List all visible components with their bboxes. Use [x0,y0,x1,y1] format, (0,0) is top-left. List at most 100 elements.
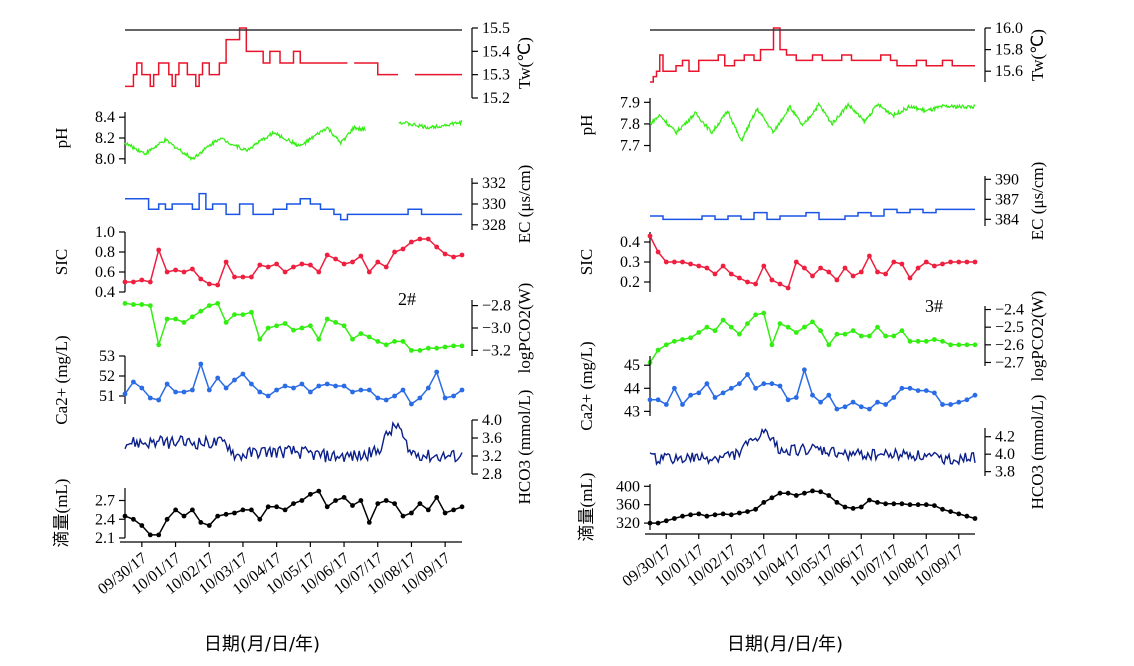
point-ca [147,395,153,401]
point-drip [375,501,381,506]
point-sic [940,261,945,267]
point-drip [793,493,799,498]
point-drip [915,502,921,508]
y-axis-title-ca: Ca2+ (mg/L) [52,335,71,424]
point-pco2 [451,343,456,349]
point-pco2 [842,331,848,337]
point-pco2 [249,309,254,315]
point-drip [265,504,271,510]
point-sic [850,273,856,279]
point-sic [867,253,872,259]
point-drip [663,518,669,524]
point-ca [417,395,423,401]
point-ca [316,383,322,389]
point-ca [964,397,970,403]
y-axis-title-ca: Ca2+ (mg/L) [577,341,596,430]
point-ca [680,402,685,407]
point-pco2 [147,303,153,308]
y-tick-label-hco3: 4.0 [995,446,1015,463]
y-tick-label-hco3: 2.8 [482,466,502,483]
point-ca [392,393,397,399]
point-sic [802,265,807,271]
point-drip [299,498,305,503]
point-sic [282,269,288,275]
y-tick-label-ca: 43 [624,403,640,420]
y-tick-label-ph: 7.7 [620,138,640,155]
point-ca [875,399,880,405]
point-ca [131,379,136,385]
point-sic [198,276,204,282]
y-axis-title-tw: Tw(℃) [1028,29,1047,81]
point-drip [358,498,364,503]
point-sic [131,279,136,285]
y-tick-label-ec: 387 [995,191,1019,208]
track-ec: 332 330 328 EC (μs/cm) [125,165,534,243]
point-pco2 [923,338,929,344]
track-tw: 15.5 15.4 15.3 15.2 Tw(℃) [125,20,534,107]
point-sic [696,263,702,269]
point-drip [761,500,767,505]
point-sic [122,279,128,285]
point-drip [777,490,783,496]
point-ca [223,385,229,391]
point-sic [875,269,880,275]
y-axis-title-hco3: HCO3 (mmol/L) [1028,395,1047,510]
y-tick-label-pco2: −2.6 [995,337,1024,354]
point-drip [392,501,397,506]
point-drip [948,509,953,514]
point-sic [257,262,263,268]
point-pco2 [223,320,229,325]
y-tick-label-sic: 1.0 [95,224,115,241]
track-ca: 53 52 51 Ca2+ (mg/L) [52,335,465,425]
point-pco2 [680,337,685,342]
point-drip [350,503,355,508]
y-axis-title-ec: EC (μs/cm) [1028,162,1047,241]
point-pco2 [425,345,431,351]
track-sic: 1.0 0.8 0.6 0.4 SIC [52,224,465,301]
point-sic [156,247,162,253]
point-ca [818,399,823,405]
point-drip [324,504,330,510]
point-pco2 [173,316,179,322]
point-ca [883,402,888,407]
point-ca [745,372,750,377]
y-tick-label-pco2: −2.8 [482,298,511,315]
point-sic [793,259,799,265]
point-ca [383,397,389,403]
point-drip [282,507,288,513]
point-ca [769,381,775,387]
point-ca [647,397,653,403]
y-tick-label-tw: 15.6 [995,63,1023,80]
y-tick-label-ec: 332 [482,175,506,192]
y-tick-label-pco2: −2.7 [995,354,1024,371]
point-ca [181,389,187,395]
y-tick-label-tw: 16.0 [995,20,1023,37]
track-ca: 45 44 43 Ca2+ (mg/L) [577,341,978,431]
point-pco2 [704,324,710,330]
point-drip [712,512,718,518]
y-tick-label-drip: 2.1 [95,530,115,547]
point-pco2 [737,331,742,337]
point-pco2 [761,310,767,316]
point-ca [249,381,254,387]
point-pco2 [655,347,661,353]
point-pco2 [826,342,832,348]
track-tw: 16.0 15.8 15.6 Tw(℃) [650,20,1047,83]
y-tick-label-hco3: 3.8 [995,464,1015,481]
point-drip [785,490,791,496]
point-drip [139,523,145,528]
y-tick-label-ec: 390 [995,171,1019,188]
point-pco2 [728,324,734,330]
point-ca [867,406,872,412]
point-sic [442,251,448,257]
point-ca [198,361,204,367]
series-line-hco3 [124,420,463,464]
point-drip [769,495,775,501]
point-sic [434,244,440,250]
y-tick-label-ca: 52 [99,368,115,385]
point-ca [972,392,978,398]
y-tick-label-ph: 8.2 [95,130,115,147]
point-drip [867,497,872,503]
point-drip [198,520,204,525]
point-drip [891,501,897,507]
